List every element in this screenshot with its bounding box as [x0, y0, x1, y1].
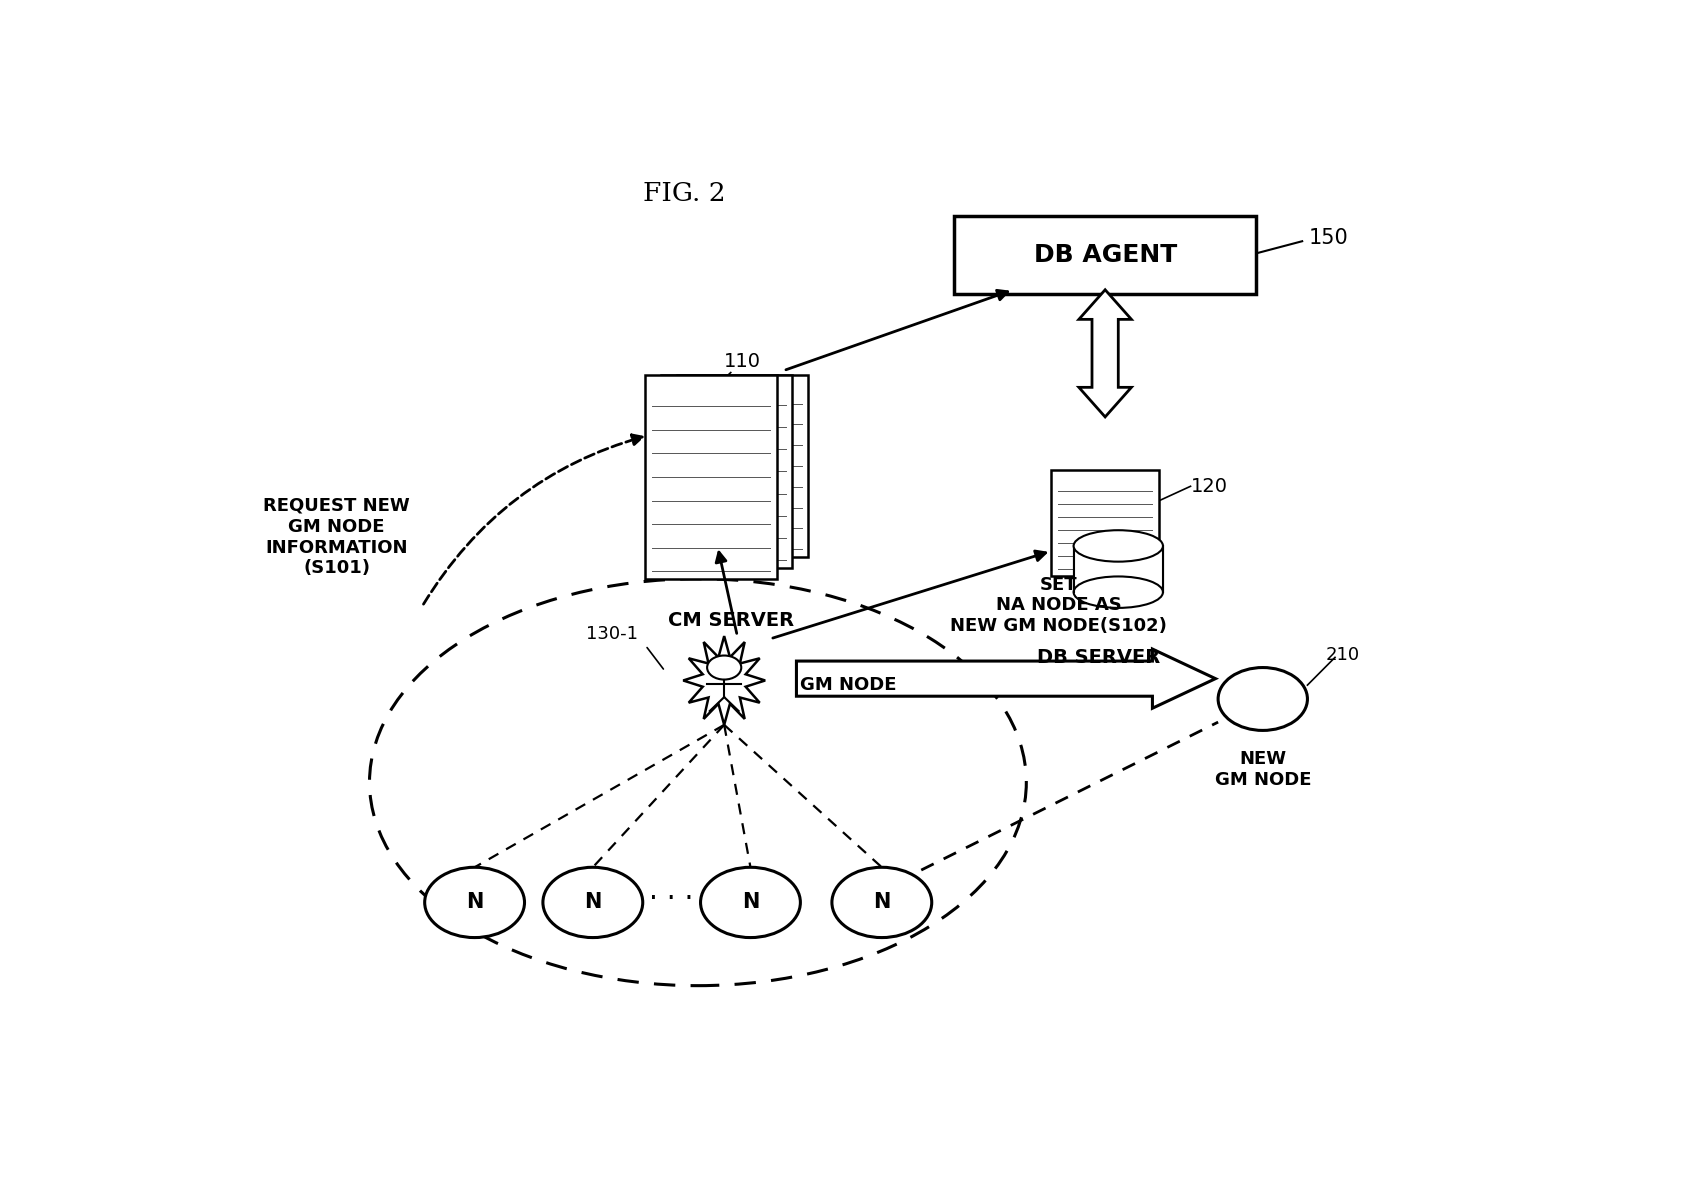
Text: N: N	[742, 892, 759, 913]
Circle shape	[542, 867, 642, 938]
Ellipse shape	[1073, 530, 1163, 562]
FancyBboxPatch shape	[1051, 470, 1159, 576]
Text: 150: 150	[1309, 228, 1349, 249]
Polygon shape	[683, 637, 764, 725]
FancyBboxPatch shape	[1073, 546, 1163, 592]
Text: NEW
GM NODE: NEW GM NODE	[1215, 749, 1310, 789]
Circle shape	[700, 867, 800, 938]
Text: N: N	[873, 892, 890, 913]
Text: CM SERVER: CM SERVER	[668, 611, 793, 631]
Text: 110: 110	[724, 352, 761, 371]
Text: 120: 120	[1190, 477, 1227, 496]
FancyBboxPatch shape	[676, 375, 809, 556]
Circle shape	[707, 656, 741, 680]
Text: · · ·: · · ·	[649, 885, 693, 913]
Text: 130-1: 130-1	[586, 626, 639, 644]
Text: FIG. 2: FIG. 2	[644, 181, 725, 207]
Text: REQUEST NEW
GM NODE
INFORMATION
(S101): REQUEST NEW GM NODE INFORMATION (S101)	[263, 497, 410, 578]
Text: 210: 210	[1325, 646, 1359, 664]
Circle shape	[1219, 668, 1307, 730]
Ellipse shape	[1073, 576, 1163, 608]
Text: DB AGENT: DB AGENT	[1034, 243, 1176, 267]
Polygon shape	[1080, 289, 1132, 417]
Text: SET
NA NODE AS
NEW GM NODE(S102): SET NA NODE AS NEW GM NODE(S102)	[951, 575, 1166, 635]
FancyBboxPatch shape	[954, 216, 1256, 294]
FancyBboxPatch shape	[661, 375, 793, 568]
Text: GM NODE: GM NODE	[800, 676, 897, 694]
Circle shape	[425, 867, 524, 938]
Circle shape	[832, 867, 932, 938]
Text: DB SERVER: DB SERVER	[1037, 649, 1159, 667]
Text: N: N	[466, 892, 483, 913]
FancyBboxPatch shape	[646, 375, 776, 579]
Polygon shape	[797, 649, 1215, 709]
Text: N: N	[585, 892, 602, 913]
